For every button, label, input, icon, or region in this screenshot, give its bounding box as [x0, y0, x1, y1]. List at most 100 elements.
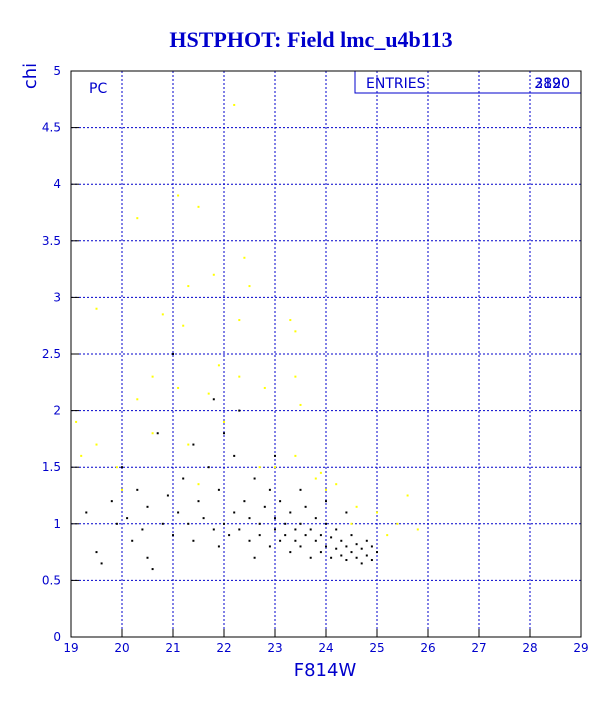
point	[386, 534, 389, 537]
y-axis-label: chi	[20, 63, 41, 89]
point	[299, 403, 302, 406]
x-tick-label: 21	[165, 641, 180, 655]
point	[182, 477, 185, 480]
point	[284, 534, 287, 537]
point	[243, 500, 246, 503]
point	[217, 545, 220, 548]
point	[248, 517, 251, 520]
point	[274, 466, 276, 469]
y-tick-label: 3	[53, 290, 61, 304]
point	[243, 256, 246, 259]
x-tick-label: 26	[420, 641, 435, 655]
point	[350, 551, 353, 554]
point	[223, 420, 225, 423]
x-tick-label: 24	[318, 641, 333, 655]
point	[192, 539, 195, 542]
y-tick-label: 2.5	[42, 347, 61, 361]
point	[289, 511, 292, 514]
point	[207, 466, 210, 469]
point	[279, 539, 282, 542]
point	[233, 511, 236, 514]
point	[274, 517, 276, 520]
point	[268, 545, 271, 548]
point	[304, 505, 307, 508]
point	[376, 551, 378, 554]
point	[335, 547, 338, 550]
point	[319, 471, 322, 474]
point	[95, 443, 98, 446]
point	[284, 522, 287, 525]
point	[350, 534, 353, 537]
point	[126, 517, 129, 520]
x-tick-label: 23	[267, 641, 282, 655]
point	[253, 556, 256, 559]
point	[177, 386, 180, 389]
y-tick-label: 5	[53, 64, 61, 78]
point	[299, 488, 302, 491]
point	[350, 522, 353, 525]
point	[294, 454, 297, 457]
point	[294, 539, 297, 542]
point	[345, 545, 348, 548]
point	[197, 500, 200, 503]
point	[294, 330, 297, 333]
point	[146, 556, 149, 559]
point	[335, 528, 338, 531]
stats-value: 2820	[534, 76, 570, 92]
point	[161, 522, 164, 525]
point	[141, 528, 144, 531]
point	[223, 432, 225, 435]
point	[212, 273, 215, 276]
point	[325, 500, 327, 503]
point	[151, 568, 154, 571]
point	[151, 432, 154, 435]
point	[172, 534, 174, 537]
point	[85, 511, 88, 514]
point	[299, 522, 302, 525]
point	[330, 556, 333, 559]
y-tick-label: 4.5	[42, 121, 61, 135]
point	[294, 528, 297, 531]
point	[289, 319, 292, 322]
chart-title: HSTPHOT: Field lmc_u4b113	[169, 27, 452, 52]
point	[238, 319, 241, 322]
point	[289, 551, 292, 554]
plot-frame	[70, 70, 582, 638]
point	[279, 500, 282, 503]
y-tick-label: 4	[53, 177, 61, 191]
point	[131, 539, 134, 542]
point	[309, 556, 312, 559]
point	[212, 528, 215, 531]
point	[365, 554, 368, 557]
point	[304, 534, 307, 537]
point	[151, 375, 154, 378]
point	[396, 522, 399, 525]
point	[95, 307, 98, 310]
point	[197, 483, 200, 486]
point	[197, 205, 200, 208]
point	[146, 505, 149, 508]
point	[325, 545, 327, 548]
x-tick-label: 22	[216, 641, 231, 655]
y-tick-label: 1.5	[42, 460, 61, 474]
point	[274, 454, 276, 457]
point	[80, 454, 83, 457]
x-tick-label: 29	[573, 641, 588, 655]
point	[294, 375, 297, 378]
point	[248, 285, 251, 288]
point	[314, 477, 317, 480]
point	[95, 551, 98, 554]
point	[355, 505, 358, 508]
annotation: PC	[89, 81, 107, 97]
y-tick-label: 3.5	[42, 234, 61, 248]
point	[314, 539, 317, 542]
point	[177, 511, 180, 514]
point	[360, 547, 363, 550]
point	[187, 443, 190, 446]
point	[340, 554, 343, 557]
point	[136, 488, 139, 491]
point	[233, 454, 236, 457]
point	[325, 522, 327, 525]
